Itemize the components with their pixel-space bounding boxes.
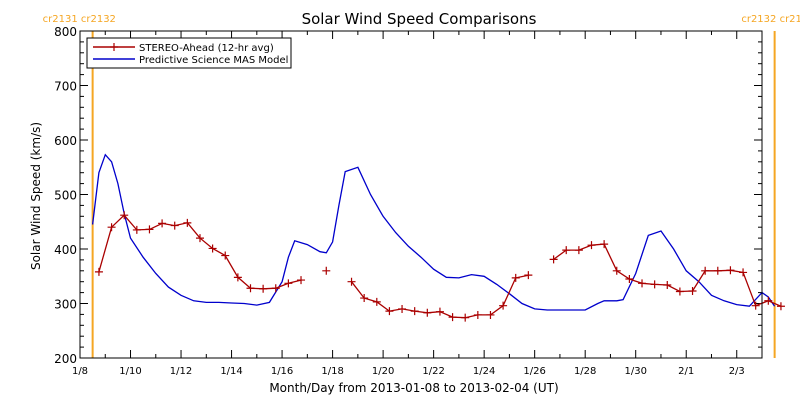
- x-tick-label: 1/28: [574, 366, 596, 377]
- data-point: [423, 308, 432, 317]
- legend-label: STEREO-Ahead (12-hr avg): [139, 43, 274, 54]
- data-point: [271, 284, 280, 293]
- data-point: [372, 297, 381, 306]
- y-tick-label: 500: [54, 189, 77, 203]
- stereo-ahead-line: [553, 243, 782, 307]
- y-tick-label: 200: [54, 352, 77, 366]
- legend-marker: [110, 43, 118, 51]
- x-tick-label: 2/1: [678, 366, 694, 377]
- x-tick-label: 1/22: [422, 366, 444, 377]
- data-point: [360, 294, 369, 303]
- data-point: [574, 246, 583, 255]
- chart-legend: STEREO-Ahead (12-hr avg)Predictive Scien…: [86, 37, 292, 69]
- data-point: [612, 266, 621, 275]
- x-tick-label: 1/24: [473, 366, 495, 377]
- data-point: [221, 251, 230, 260]
- data-point: [347, 277, 356, 286]
- data-point: [107, 223, 116, 232]
- data-point: [183, 218, 192, 227]
- data-point: [499, 301, 508, 310]
- data-point: [259, 284, 268, 293]
- data-point: [410, 307, 419, 316]
- data-point: [145, 225, 154, 234]
- data-point: [486, 310, 495, 319]
- data-point: [562, 246, 571, 255]
- y-tick-label: 600: [54, 134, 77, 148]
- data-point: [246, 284, 255, 293]
- x-tick-label: 1/30: [624, 366, 646, 377]
- x-tick-label: 1/14: [220, 366, 242, 377]
- stereo-ahead-line: [98, 214, 302, 290]
- data-point: [208, 244, 217, 253]
- x-tick-label: 1/8: [72, 366, 88, 377]
- y-tick-label: 400: [54, 243, 77, 257]
- x-tick-label: 1/12: [170, 366, 192, 377]
- data-point: [170, 221, 179, 230]
- data-point: [461, 313, 470, 322]
- y-axis-label: Solar Wind Speed (km/s): [29, 122, 43, 270]
- x-tick-label: 1/26: [523, 366, 545, 377]
- plot-area: 200 300 400 500 600 700 800 1/8 1/10 1/12 1/14 1/16…: [43, 14, 800, 377]
- data-point: [284, 279, 293, 288]
- y-tick-label: 700: [54, 80, 77, 94]
- x-tick-label: 1/20: [372, 366, 394, 377]
- legend-box: [86, 37, 292, 69]
- data-point: [776, 302, 785, 311]
- legend-label: Predictive Science MAS Model: [139, 55, 288, 66]
- carrington-rotation-label: cr2131 cr2132: [43, 14, 116, 25]
- chart-title: Solar Wind Speed Comparisons: [302, 10, 537, 28]
- data-point: [158, 219, 167, 228]
- data-point: [448, 313, 457, 322]
- data-point: [120, 211, 129, 220]
- data-point: [132, 225, 141, 234]
- data-point: [688, 286, 697, 295]
- data-point: [751, 301, 760, 310]
- x-tick-label: 1/10: [119, 366, 141, 377]
- data-point: [549, 255, 558, 264]
- y-tick-label: 300: [54, 298, 77, 312]
- data-point: [322, 266, 331, 275]
- data-point: [650, 280, 659, 289]
- data-point: [713, 266, 722, 275]
- x-tick-label: 2/3: [729, 366, 745, 377]
- data-point: [435, 307, 444, 316]
- plot-frame: [79, 30, 763, 359]
- data-point: [511, 273, 520, 282]
- y-tick-label: 800: [54, 25, 77, 39]
- data-point: [297, 276, 306, 285]
- x-tick-label: 1/16: [271, 366, 293, 377]
- data-point: [675, 287, 684, 296]
- data-point: [739, 268, 748, 277]
- x-axis-label: Month/Day from 2013-01-08 to 2013-02-04 …: [269, 381, 558, 395]
- data-point: [385, 307, 394, 316]
- data-point: [94, 267, 103, 276]
- data-point: [398, 304, 407, 313]
- data-point: [195, 234, 204, 243]
- carrington-rotation-label: cr2132 cr2133: [741, 14, 800, 25]
- data-point: [663, 280, 672, 289]
- data-point: [764, 296, 773, 305]
- data-point: [726, 266, 735, 275]
- data-point: [233, 273, 242, 282]
- data-point: [524, 271, 533, 280]
- data-point: [625, 274, 634, 283]
- data-point: [701, 266, 710, 275]
- data-point: [638, 279, 647, 288]
- data-point: [473, 310, 482, 319]
- data-point: [587, 241, 596, 250]
- mas-model-line: [91, 153, 776, 311]
- data-point: [600, 240, 609, 249]
- x-tick-label: 1/18: [321, 366, 343, 377]
